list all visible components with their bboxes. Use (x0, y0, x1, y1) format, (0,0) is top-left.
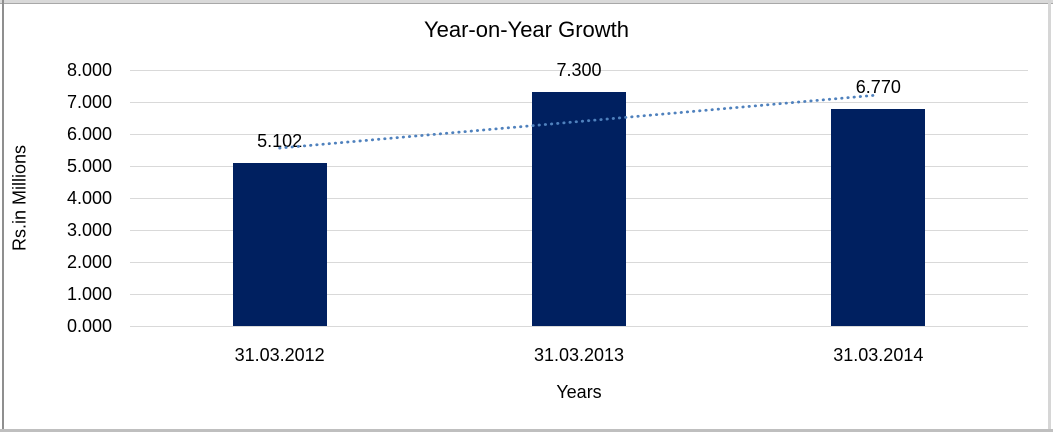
window-edge-left (2, 0, 4, 432)
y-tick-label: 6.000 (66, 124, 112, 144)
x-axis-title: Years (556, 382, 602, 402)
x-category-label: 31.03.2012 (234, 345, 325, 365)
chart-title: Year-on-Year Growth (423, 17, 630, 42)
y-tick-label: 4.000 (66, 188, 112, 208)
y-tick-label: 5.000 (66, 156, 112, 176)
data-label-31.03.2013: 7.300 (556, 60, 602, 81)
bar-31.03.2014 (831, 109, 926, 326)
y-tick-label: 1.000 (66, 284, 112, 304)
window-edge-right (1048, 0, 1051, 432)
bar-31.03.2013 (532, 92, 626, 326)
y-tick-label: 3.000 (66, 220, 112, 240)
y-tick-label: 7.000 (66, 92, 112, 112)
bar-31.03.2012 (232, 162, 327, 326)
window-edge-top (0, 0, 1053, 4)
y-tick-label: 8.000 (66, 60, 112, 80)
y-tick-label: 2.000 (66, 252, 112, 272)
x-category-label: 31.03.2013 (533, 345, 625, 365)
gridline-y-8.000 (130, 70, 1028, 71)
window-edge-bottom (0, 429, 1053, 432)
data-label-31.03.2012: 5.102 (257, 130, 303, 151)
y-tick-label: 0.000 (66, 316, 112, 336)
x-category-label: 31.03.2014 (833, 345, 924, 365)
data-label-31.03.2014: 6.770 (855, 77, 901, 98)
gridline-y-0.000 (130, 326, 1028, 327)
